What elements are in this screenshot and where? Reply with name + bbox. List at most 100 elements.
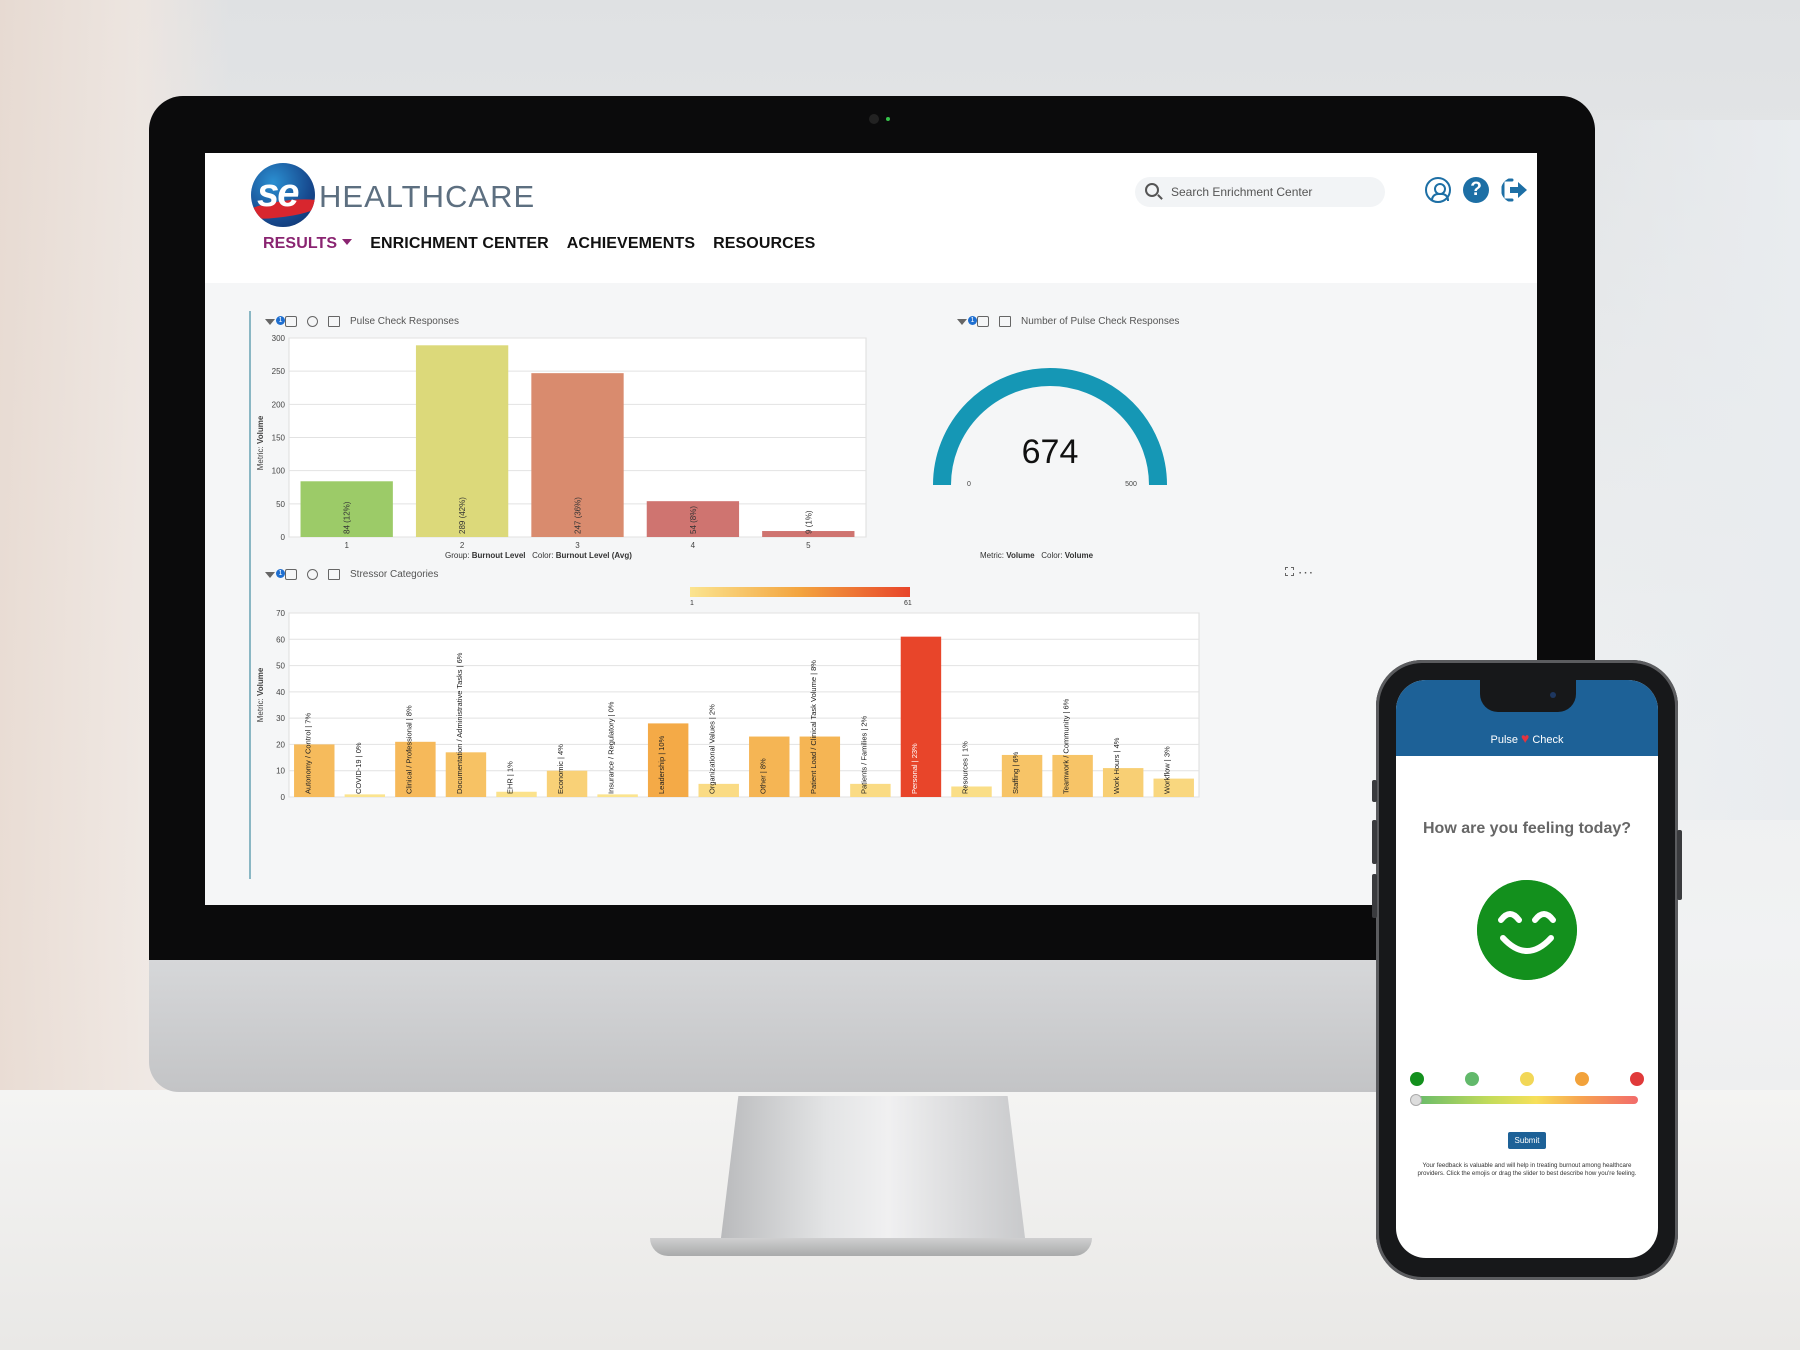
more-options-icon[interactable]: ···	[1298, 568, 1315, 579]
pulse-y-axis-prefix: Metric:	[256, 446, 265, 470]
stressor-y-tick: 50	[276, 662, 285, 671]
monitor-chin	[149, 960, 1595, 1092]
mood-emoji-icon[interactable]	[1520, 1072, 1534, 1086]
comment-icon[interactable]	[285, 569, 297, 580]
stressor-bar	[445, 752, 487, 797]
submit-button[interactable]: Submit	[1508, 1132, 1546, 1149]
nav-resources[interactable]: RESOURCES	[713, 235, 816, 252]
stressor-y-axis-label: Metric: Volume	[256, 667, 265, 722]
help-icon[interactable]: ?	[1463, 177, 1489, 203]
mood-slider[interactable]	[1410, 1094, 1638, 1106]
stressor-bar	[597, 794, 638, 797]
search-input[interactable]	[1171, 177, 1381, 207]
comment-icon[interactable]	[977, 316, 989, 327]
stressor-bar	[749, 736, 790, 797]
pulse-bar-label: 247 (36%)	[574, 497, 583, 534]
pulse-bar-label: 54 (8%)	[689, 506, 698, 534]
stressor-bar	[900, 636, 942, 797]
stressor-y-tick: 10	[276, 767, 285, 776]
search-box	[1135, 177, 1385, 207]
export-icon[interactable]	[328, 569, 340, 580]
stressor-panel-toolbar: 1 Stressor Categories	[265, 568, 438, 580]
stressor-bar	[294, 744, 335, 797]
expand-icon[interactable]	[1285, 567, 1294, 576]
stressor-bar	[546, 770, 588, 797]
stressor-y-axis-prefix: Metric:	[256, 698, 265, 722]
user-account-icon[interactable]	[1425, 177, 1451, 203]
slider-handle[interactable]	[1410, 1094, 1422, 1106]
logo-text: se	[257, 171, 299, 215]
stressor-bar-label: Clinical / Professional | 8%	[404, 705, 413, 794]
pulse-footer: Group: Burnout Level Color: Burnout Leve…	[445, 551, 632, 560]
pulse-y-axis-name: Volume	[256, 415, 265, 444]
stressor-bar	[850, 783, 891, 797]
filter-icon[interactable]: 1	[265, 568, 285, 578]
stressor-bar	[344, 794, 386, 797]
mood-emoji-icon[interactable]	[1465, 1072, 1479, 1086]
stressor-bar	[647, 723, 689, 797]
stressor-bar-label: Resources | 1%	[961, 741, 970, 794]
search-icon[interactable]	[1145, 183, 1159, 197]
logo-icon[interactable]: se	[251, 163, 315, 227]
gauge-value: 674	[1022, 433, 1079, 471]
stressor-bar	[496, 791, 537, 797]
mood-emoji-row	[1410, 1072, 1644, 1086]
stressor-y-tick: 30	[276, 714, 285, 723]
gauge-panel-title: Number of Pulse Check Responses	[1021, 316, 1180, 327]
main-nav: RESULTS ENRICHMENT CENTER ACHIEVEMENTS R…	[263, 235, 815, 253]
mood-emoji-icon[interactable]	[1575, 1072, 1589, 1086]
pulse-bar	[531, 373, 624, 537]
pulse-y-tick: 250	[272, 367, 286, 376]
stressor-bar-label: EHR | 1%	[506, 761, 515, 794]
stressor-bar-label: Organizational Values | 2%	[708, 704, 717, 794]
stressor-bar	[1153, 778, 1194, 797]
stressor-y-tick: 60	[276, 635, 285, 644]
phone-button	[1677, 830, 1682, 900]
stressor-bar-label: Autonomy / Control | 7%	[303, 713, 312, 794]
stressor-bar-label: Patients / Families | 2%	[859, 715, 868, 794]
stressor-bar-label: Workflow | 3%	[1163, 746, 1172, 794]
phone-notch	[1480, 680, 1576, 712]
nav-results[interactable]: RESULTS	[263, 235, 353, 253]
stressor-bar-label: Staffing | 6%	[1011, 751, 1020, 794]
stressor-color-legend	[690, 587, 910, 597]
pulse-panel-toolbar: 1 Pulse Check Responses	[265, 315, 459, 327]
export-icon[interactable]	[328, 316, 340, 327]
nav-enrichment-center[interactable]: ENRICHMENT CENTER	[370, 235, 549, 252]
brand-name: HEALTHCARE	[319, 179, 536, 214]
mood-emoji-icon[interactable]	[1410, 1072, 1424, 1086]
stressor-bar	[1102, 768, 1144, 797]
stressor-bar-label: Documentation / Administrative Tasks | 6…	[455, 652, 464, 794]
pulse-footer-color: Burnout Level (Avg)	[555, 551, 632, 560]
stressor-bar	[395, 741, 436, 797]
pulse-x-tick: 1	[344, 541, 349, 550]
camera-icon	[1550, 692, 1556, 698]
gauge-footer: Metric: Volume Color: Volume	[980, 551, 1093, 560]
settings-icon[interactable]	[307, 316, 318, 327]
pulse-chart: Metric: Volume 0 50 100 150 200 250 300 84 (12%…	[256, 334, 867, 550]
export-icon[interactable]	[999, 316, 1011, 327]
stressor-bar-label: Patient Load / Clinical Task Volume | 8%	[809, 660, 818, 794]
nav-achievements[interactable]: ACHIEVEMENTS	[566, 235, 696, 252]
pulse-bar	[300, 481, 393, 537]
settings-icon[interactable]	[307, 569, 318, 580]
filter-icon[interactable]: 1	[957, 315, 977, 325]
pulse-y-axis-label: Metric: Volume	[256, 415, 265, 470]
stressor-bar	[951, 786, 992, 797]
mood-emoji-icon[interactable]	[1630, 1072, 1644, 1086]
phone-screen: Pulse ♥ Check How are you feeling today? S…	[1396, 680, 1658, 1258]
stressor-y-tick: 40	[276, 688, 285, 697]
logout-icon[interactable]	[1501, 177, 1529, 203]
filter-badge: 1	[276, 315, 285, 325]
pulse-title-right: Check	[1532, 734, 1564, 746]
filter-icon[interactable]: 1	[265, 315, 285, 325]
gauge-footer-metric-label: Metric:	[980, 551, 1004, 560]
pulse-footer-group-label: Group:	[445, 551, 470, 560]
dashboard: 1 Pulse Check Responses 1 Number of Puls…	[205, 283, 1537, 905]
stressor-y-axis-name: Volume	[256, 667, 265, 696]
stressor-bar-label: Other | 8%	[758, 758, 767, 794]
app-header: se HEALTHCARE ? RESULTS ENRICHMENT CENTE…	[205, 153, 1537, 283]
pulse-title-left: Pulse	[1490, 734, 1519, 746]
comment-icon[interactable]	[285, 316, 297, 327]
